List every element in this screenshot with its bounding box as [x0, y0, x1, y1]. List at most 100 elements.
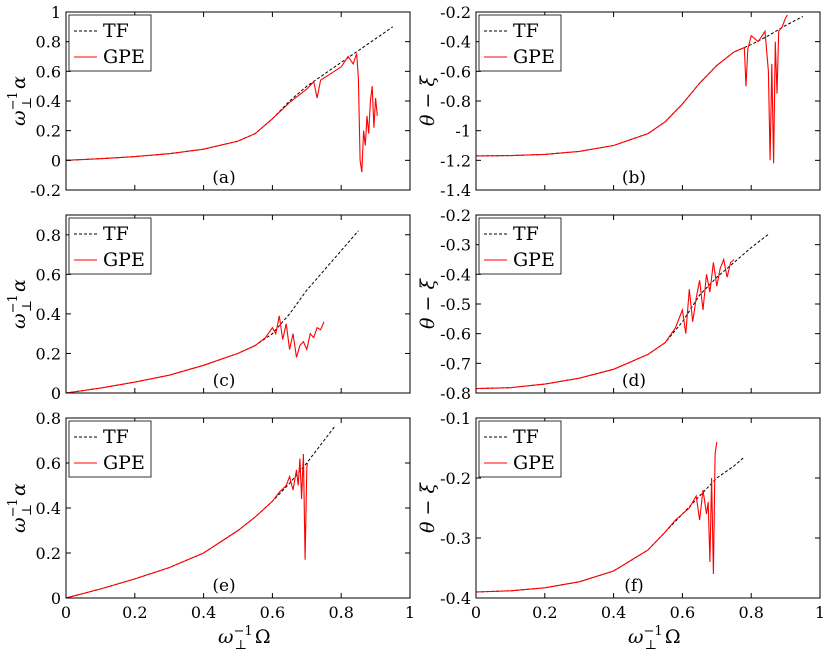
y-tick-label: -0.4	[440, 33, 471, 52]
x-tick-label: 0.8	[328, 603, 353, 622]
legend: TF GPE	[68, 14, 152, 72]
legend-tf-label: TF	[513, 426, 539, 448]
y-tick-label: -0.2	[440, 206, 471, 225]
legend-gpe-label: GPE	[103, 46, 145, 68]
legend-box	[478, 420, 562, 478]
x-axis-label: ω−1 ⊥ Ω	[628, 624, 681, 653]
y-tick-label: 0.2	[36, 544, 61, 563]
y-tick-label: -0.8	[440, 384, 471, 403]
x-tick-label: 0.2	[532, 603, 557, 622]
y-tick-label: 0	[51, 384, 61, 403]
legend-gpe-label: GPE	[103, 249, 145, 271]
y-tick-label: 0.2	[36, 344, 61, 363]
y-tick-label: 0	[51, 589, 61, 608]
panel-label: (d)	[622, 371, 646, 391]
panel-label: (c)	[213, 371, 236, 391]
legend-box	[478, 217, 562, 275]
legend: TF GPE	[68, 420, 152, 478]
legend-box	[68, 420, 152, 478]
legend-box	[68, 217, 152, 275]
series-gpe-line	[66, 453, 309, 598]
y-tick-label: 0.8	[36, 226, 61, 245]
panel-label: (f)	[624, 576, 644, 596]
series-gpe-line	[476, 257, 735, 390]
legend-gpe-label: GPE	[513, 452, 555, 474]
y-tick-label: -0.3	[440, 236, 471, 255]
x-axis-label: ω−1 ⊥ Ω	[218, 624, 271, 653]
y-axis-label: θ − ξ	[417, 278, 439, 329]
y-axis-label: θ − ξ	[417, 482, 439, 533]
legend-box	[478, 14, 562, 72]
legend-tf-label: TF	[103, 20, 129, 42]
series-gpe-line	[66, 315, 325, 393]
y-tick-label: -0.6	[440, 62, 471, 81]
panel-c: 0 0.2 0.4 0.6 0.8 (c) TF GPE	[36, 214, 411, 403]
y-tick-label: -0.2	[30, 181, 61, 200]
axes-frame	[475, 417, 821, 599]
series-gpe-line	[476, 441, 718, 593]
x-tick-label: 0.4	[601, 603, 626, 622]
legend: TF GPE	[478, 217, 562, 275]
x-tick-label: 0.8	[738, 603, 763, 622]
axes-frame	[65, 214, 411, 394]
y-tick-label: 1	[51, 3, 61, 22]
panel-f: 0 0.2 0.4 0.6 0.8 1 -0.4 -0.3 -0.2 -0.1 (f) TF GPE	[440, 409, 825, 622]
legend-tf-label: TF	[103, 426, 129, 448]
legend-gpe-label: GPE	[513, 249, 555, 271]
legend-tf-label: TF	[513, 223, 539, 245]
y-axis-label: θ − ξ	[417, 75, 439, 126]
series-gpe-line	[66, 53, 378, 173]
x-tick-label: 0.4	[191, 603, 216, 622]
y-tick-label: 0.8	[36, 409, 61, 428]
panel-e: 0 0.2 0.4 0.6 0.8 1 0 0.2 0.4 0.6 0.8 (e) TF GPE	[36, 409, 416, 622]
legend-gpe-label: GPE	[513, 46, 555, 68]
y-tick-label: -0.2	[440, 3, 471, 22]
legend: TF GPE	[68, 217, 152, 275]
panel-d: -0.8 -0.7 -0.6 -0.5 -0.4 -0.3 -0.2 (d) TF GPE	[440, 206, 821, 403]
legend: TF GPE	[478, 420, 562, 478]
y-tick-label: -1	[455, 122, 471, 141]
y-tick-label: 0.4	[36, 92, 61, 111]
y-tick-label: -0.1	[440, 409, 471, 428]
y-tick-label: -0.6	[440, 325, 471, 344]
y-tick-label: 0.4	[36, 499, 61, 518]
x-tick-label: 1	[405, 603, 415, 622]
y-tick-label: 0.2	[36, 122, 61, 141]
y-axis-label: ω−1⊥α	[6, 279, 35, 329]
legend-gpe-label: GPE	[103, 452, 145, 474]
y-tick-label: -0.3	[440, 529, 471, 548]
y-tick-label: -0.4	[440, 265, 471, 284]
y-tick-label: 0.8	[36, 33, 61, 52]
panel-a: -0.2 0 0.2 0.4 0.6 0.8 1 (a) TF GPE	[30, 3, 411, 200]
y-tick-label: 0.6	[36, 454, 61, 473]
series-gpe-line	[476, 14, 788, 164]
panel-label: (a)	[212, 168, 235, 188]
y-tick-label: 0.6	[36, 62, 61, 81]
legend-tf-label: TF	[513, 20, 539, 42]
y-axis-label: ω−1⊥α	[6, 483, 35, 533]
legend-tf-label: TF	[103, 223, 129, 245]
x-tick-label: 1	[815, 603, 825, 622]
x-tick-label: 0	[471, 603, 481, 622]
y-tick-label: -0.8	[440, 92, 471, 111]
y-tick-label: -1.4	[440, 181, 471, 200]
panel-label: (b)	[622, 168, 646, 188]
y-tick-label: -0.2	[440, 469, 471, 488]
y-tick-label: 0.6	[36, 265, 61, 284]
panel-label: (e)	[212, 576, 235, 596]
y-tick-label: 0	[51, 151, 61, 170]
x-tick-label: 0.2	[122, 603, 147, 622]
y-tick-label: -0.7	[440, 354, 471, 373]
y-tick-label: -1.2	[440, 151, 471, 170]
legend: TF GPE	[478, 14, 562, 72]
x-tick-label: 0.6	[260, 603, 285, 622]
x-tick-label: 0	[61, 603, 71, 622]
y-tick-label: -0.5	[440, 295, 471, 314]
y-axis-label: ω−1⊥α	[6, 76, 35, 126]
y-tick-label: 0.4	[36, 305, 61, 324]
y-tick-label: -0.4	[440, 589, 471, 608]
x-tick-label: 0.6	[670, 603, 695, 622]
legend-box	[68, 14, 152, 72]
panel-b: -1.4 -1.2 -1 -0.8 -0.6 -0.4 -0.2 (b) TF GPE	[440, 3, 821, 200]
